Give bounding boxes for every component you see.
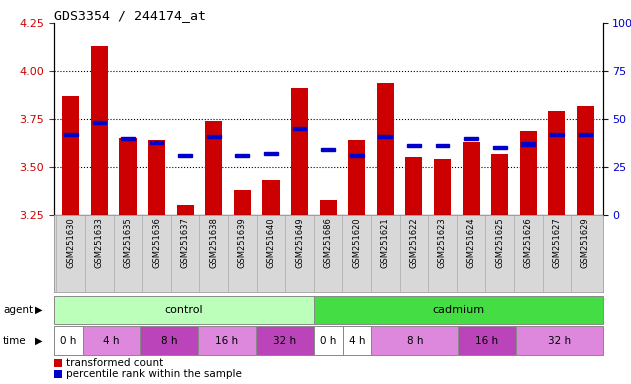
Text: GSM251630: GSM251630 (66, 217, 75, 268)
Bar (491, 154, 508, 215)
Bar (319, 200, 337, 215)
Bar (54, 369, 62, 378)
Bar (148, 140, 165, 215)
Bar (434, 159, 451, 215)
Text: GSM251626: GSM251626 (524, 217, 533, 268)
Text: 8 h: 8 h (161, 336, 177, 346)
Text: GSM251633: GSM251633 (95, 217, 104, 268)
Bar (577, 106, 594, 215)
Bar (405, 157, 423, 215)
Bar (493, 146, 507, 149)
Bar (93, 121, 106, 124)
Text: 0 h: 0 h (60, 336, 76, 346)
Text: 16 h: 16 h (215, 336, 239, 346)
Bar (54, 326, 83, 355)
Text: GSM251649: GSM251649 (295, 217, 304, 268)
Bar (377, 83, 394, 215)
Bar (314, 326, 343, 355)
Text: 32 h: 32 h (548, 336, 571, 346)
Text: GSM251636: GSM251636 (152, 217, 161, 268)
Bar (321, 148, 335, 151)
Bar (121, 137, 135, 140)
Text: GSM251622: GSM251622 (410, 217, 418, 268)
Text: GSM251623: GSM251623 (438, 217, 447, 268)
Bar (464, 137, 478, 140)
Bar (372, 326, 458, 355)
Text: transformed count: transformed count (66, 358, 163, 368)
Bar (407, 144, 421, 147)
Text: GSM251638: GSM251638 (209, 217, 218, 268)
Bar (179, 154, 192, 157)
Text: GSM251637: GSM251637 (180, 217, 190, 268)
Bar (293, 127, 307, 130)
Text: time: time (3, 336, 27, 346)
Text: GSM251629: GSM251629 (581, 217, 590, 268)
Text: GSM251625: GSM251625 (495, 217, 504, 268)
Bar (235, 154, 249, 157)
Text: GSM251635: GSM251635 (124, 217, 133, 268)
Bar (177, 205, 194, 215)
Bar (458, 326, 516, 355)
Bar (119, 138, 136, 215)
Text: agent: agent (3, 305, 33, 315)
Bar (54, 359, 62, 367)
Text: 4 h: 4 h (349, 336, 365, 346)
Text: 16 h: 16 h (476, 336, 498, 346)
Text: 0 h: 0 h (320, 336, 336, 346)
Text: ▶: ▶ (35, 305, 42, 315)
Bar (343, 326, 372, 355)
Text: GSM251640: GSM251640 (266, 217, 276, 268)
Bar (233, 190, 251, 215)
Text: GSM251621: GSM251621 (380, 217, 390, 268)
Bar (520, 131, 537, 215)
Bar (198, 326, 256, 355)
Bar (205, 121, 222, 215)
Bar (350, 154, 363, 157)
Bar (207, 135, 221, 138)
Bar (516, 326, 603, 355)
Bar (62, 96, 80, 215)
Bar (463, 142, 480, 215)
Bar (54, 296, 314, 324)
Bar (435, 144, 449, 147)
Text: GSM251627: GSM251627 (552, 217, 562, 268)
Bar (264, 152, 278, 155)
Bar (521, 142, 535, 146)
Text: GSM251620: GSM251620 (352, 217, 361, 268)
Bar (256, 326, 314, 355)
Bar (550, 133, 563, 136)
Bar (379, 135, 392, 138)
Text: GSM251639: GSM251639 (238, 217, 247, 268)
Bar (548, 111, 565, 215)
Text: ▶: ▶ (35, 336, 42, 346)
Text: control: control (164, 305, 203, 315)
Text: 4 h: 4 h (103, 336, 120, 346)
Bar (150, 141, 163, 144)
Text: percentile rank within the sample: percentile rank within the sample (66, 369, 242, 379)
Bar (262, 180, 280, 215)
Bar (348, 140, 365, 215)
Bar (83, 326, 140, 355)
Text: 8 h: 8 h (406, 336, 423, 346)
Text: GDS3354 / 244174_at: GDS3354 / 244174_at (54, 9, 206, 22)
Bar (91, 46, 108, 215)
Text: GSM251624: GSM251624 (466, 217, 476, 268)
Bar (579, 133, 593, 136)
Bar (64, 133, 78, 136)
Bar (314, 296, 603, 324)
Text: 32 h: 32 h (273, 336, 297, 346)
Bar (291, 88, 308, 215)
Text: GSM251686: GSM251686 (324, 217, 333, 268)
Text: cadmium: cadmium (432, 305, 484, 315)
Bar (140, 326, 198, 355)
